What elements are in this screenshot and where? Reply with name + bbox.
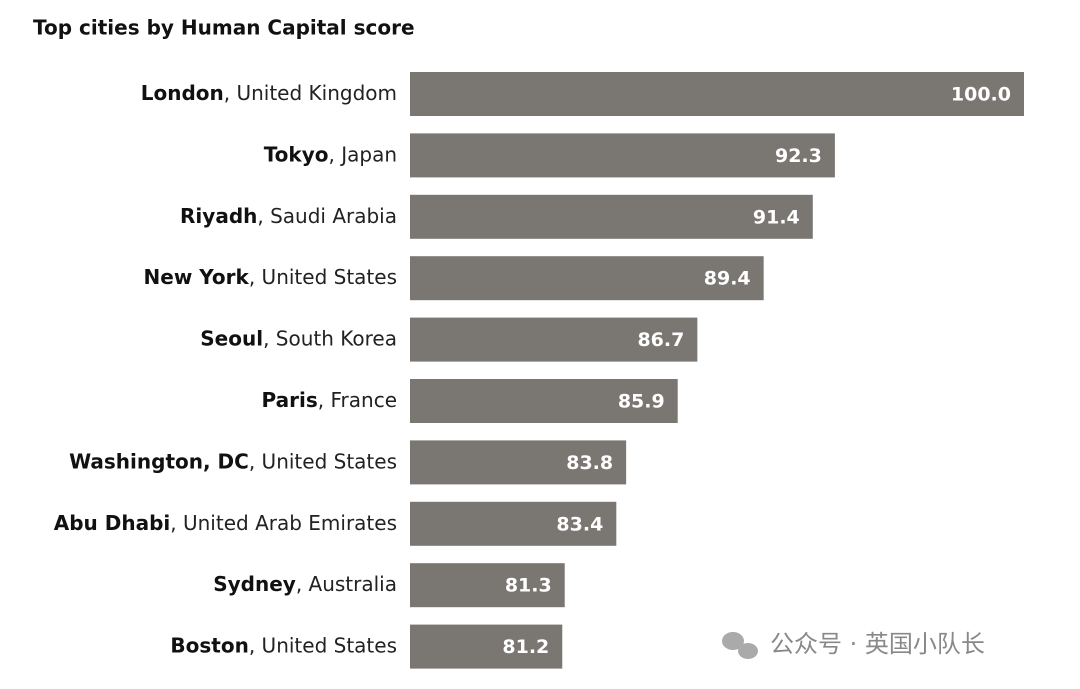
- category-label: New York, United States: [144, 265, 397, 289]
- value-label: 85.9: [618, 391, 665, 413]
- category-label: Washington, DC, United States: [69, 449, 397, 473]
- value-label: 89.4: [704, 268, 751, 290]
- city-name: Boston: [170, 633, 248, 657]
- country-name: , United Kingdom: [224, 81, 397, 105]
- value-label: 81.3: [505, 575, 552, 597]
- category-label: Boston, United States: [170, 633, 397, 657]
- country-name: , France: [318, 388, 397, 412]
- city-name: Paris: [262, 388, 318, 412]
- bar: [410, 379, 678, 423]
- category-label: London, United Kingdom: [141, 81, 397, 105]
- watermark-icon: [722, 632, 758, 659]
- bar: [410, 133, 835, 178]
- bar: [410, 194, 813, 239]
- bar: [410, 256, 764, 301]
- country-name: , United States: [249, 449, 397, 473]
- value-label: 83.4: [556, 513, 603, 535]
- country-name: , United Arab Emirates: [170, 510, 397, 534]
- city-name: London: [141, 81, 224, 105]
- city-name: Riyadh: [180, 203, 257, 227]
- city-name: Abu Dhabi: [54, 510, 171, 534]
- bar: [410, 624, 563, 669]
- country-name: , United States: [249, 265, 397, 289]
- category-label: Tokyo, Japan: [264, 142, 397, 166]
- value-label: 92.3: [775, 145, 822, 167]
- value-label: 91.4: [753, 206, 800, 228]
- country-name: , Australia: [296, 572, 397, 596]
- category-label: Riyadh, Saudi Arabia: [180, 203, 397, 227]
- city-name: Seoul: [200, 326, 263, 350]
- value-label: 83.8: [566, 452, 613, 474]
- city-name: Washington, DC: [69, 449, 249, 473]
- chart-title: Top cities by Human Capital score: [33, 16, 415, 40]
- category-label: Seoul, South Korea: [200, 326, 397, 350]
- category-label: Sydney, Australia: [213, 572, 397, 596]
- country-name: , Japan: [329, 142, 398, 166]
- bar: [410, 72, 1024, 116]
- bar: [410, 501, 617, 546]
- bar: [410, 317, 698, 362]
- value-label: 100.0: [951, 84, 1011, 106]
- country-name: , Saudi Arabia: [257, 203, 397, 227]
- watermark: 公众号 · 英国小队长: [770, 630, 985, 658]
- bar: [410, 440, 627, 485]
- value-label: 86.7: [637, 329, 684, 351]
- category-label: Abu Dhabi, United Arab Emirates: [54, 510, 397, 534]
- city-name: Sydney: [213, 572, 296, 596]
- category-label: Paris, France: [262, 388, 397, 412]
- bar: [410, 563, 565, 608]
- city-name: New York: [144, 265, 250, 289]
- country-name: , South Korea: [263, 326, 397, 350]
- city-name: Tokyo: [264, 142, 329, 166]
- country-name: , United States: [249, 633, 397, 657]
- value-label: 81.2: [502, 636, 549, 658]
